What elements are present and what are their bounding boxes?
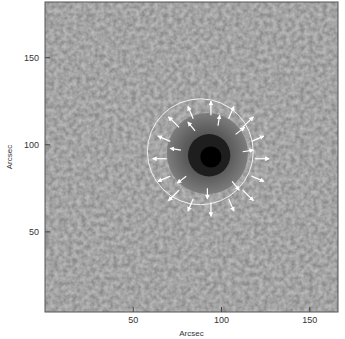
y-tick [45,144,50,145]
x-axis-label: Arcsec [179,329,203,338]
umbra-core [200,146,221,167]
vector-arrow [188,199,193,211]
chart: 50 100 150 50 100 150 Arcsec Arcsec [0,0,345,339]
plot-area [45,2,338,312]
vector-arrow [229,199,234,211]
x-tick [221,307,222,312]
vector-arrow [177,176,186,183]
y-tick-label: 50 [29,227,39,237]
vector-arrow [229,106,234,118]
vector-arrow [232,181,239,190]
umbra [188,134,230,176]
vector-arrow [188,106,193,118]
vector-arrow [252,176,264,181]
vector-arrow [158,176,170,181]
x-tick [309,307,310,312]
vector-arrow [207,188,208,198]
x-tick-label: 100 [214,315,229,325]
vector-arrow [243,190,254,200]
vector-arrow [243,150,254,152]
vector-arrow [170,148,181,150]
y-tick [45,57,50,58]
y-tick-label: 150 [24,53,39,63]
vector-arrow [153,158,167,159]
vector-arrow [158,136,170,141]
y-tick-label: 100 [24,140,39,150]
x-tick-label: 150 [302,315,317,325]
vector-arrow [243,117,254,127]
contour [147,99,253,205]
vector-arrow [169,190,180,200]
y-axis-label: Arcsec [5,145,14,169]
vector-arrow [210,101,211,115]
vector-arrow [169,117,180,127]
vector-arrow [210,202,211,216]
vector-arrow [236,127,245,134]
vector-arrow [188,122,195,131]
frame [45,2,338,312]
chart-root: 50 100 150 50 100 150 Arcsec Arcsec [0,0,345,339]
background [45,2,338,312]
vector-arrow [255,158,269,159]
vector-arrow [218,115,220,125]
x-tick [133,307,134,312]
x-tick-label: 50 [128,315,138,325]
penumbra [167,113,248,194]
y-tick [45,231,50,232]
vector-arrow [252,136,264,141]
